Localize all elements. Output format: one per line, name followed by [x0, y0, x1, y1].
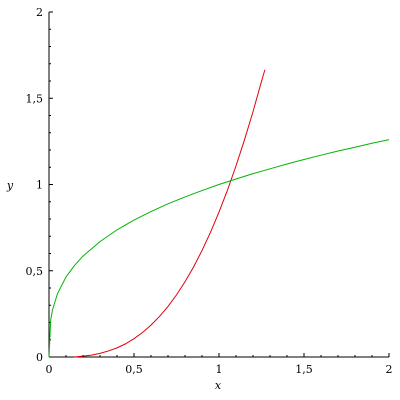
x-tick-label: 0 — [46, 363, 53, 376]
x-tick-label: 1,5 — [295, 363, 313, 376]
y-tick-label: 0 — [36, 351, 43, 364]
axes — [48, 11, 390, 358]
x-tick-label: 1 — [216, 363, 223, 376]
x-tick-label: 0,5 — [125, 363, 143, 376]
series-line-1 — [74, 69, 266, 358]
series-line-2 — [48, 139, 390, 358]
y-tick-label: 1 — [36, 179, 43, 192]
x-axis-label: x — [215, 379, 222, 392]
series-layer — [48, 69, 390, 358]
x-tick-label: 2 — [386, 363, 393, 376]
y-tick-label: 2 — [36, 6, 43, 19]
tick-layer: 0 0,5 1 1,5 2 0 0,5 1 1,5 2 — [26, 6, 393, 376]
y-tick-label: 1,5 — [26, 92, 44, 105]
y-axis-label: y — [6, 179, 14, 192]
y-tick-label: 0,5 — [26, 265, 44, 278]
